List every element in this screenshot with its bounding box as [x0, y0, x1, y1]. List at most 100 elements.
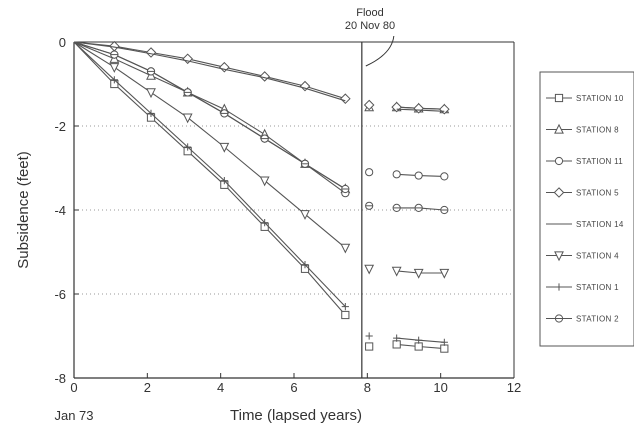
y-axis-title: Subsidence (feet): [15, 151, 32, 269]
data-point: [413, 268, 424, 279]
data-point: [146, 88, 156, 99]
legend-item: STATION 11: [546, 156, 623, 166]
data-point: [439, 268, 450, 279]
data-point: [555, 283, 563, 291]
y-tick-label: 0: [59, 35, 66, 50]
data-point: [300, 210, 310, 220]
series-line: [73, 41, 346, 102]
data-point: [109, 63, 120, 73]
legend-label: STATION 14: [576, 220, 624, 229]
series-station-1: [73, 41, 448, 346]
data-point: [391, 266, 402, 277]
data-point: [261, 219, 269, 227]
data-point: [440, 344, 449, 353]
data-point: [554, 93, 564, 103]
y-tick-label: -8: [54, 371, 66, 386]
data-point: [183, 88, 192, 97]
data-point: [365, 332, 373, 340]
data-point: [110, 50, 119, 59]
data-point: [393, 334, 401, 342]
data-point: [341, 303, 349, 311]
data-point: [184, 143, 192, 151]
data-point: [146, 67, 156, 76]
data-point: [182, 113, 193, 124]
axes-layer: 0 2 4 6 8 10 12 0 -2 -4 -6 -8: [54, 35, 521, 395]
legend-item: STATION 5: [546, 187, 619, 198]
data-point: [554, 251, 564, 262]
y-tick-label: -6: [54, 287, 66, 302]
x-tick-label: 10: [433, 380, 447, 395]
data-point: [219, 142, 230, 153]
series-line: [73, 41, 346, 190]
x-tick-label: 12: [507, 380, 521, 395]
data-point: [260, 134, 269, 143]
series-line: [73, 41, 346, 249]
data-point: [220, 109, 229, 118]
series-line: [73, 41, 346, 190]
legend-label: STATION 1: [576, 283, 619, 292]
data-point: [147, 109, 155, 117]
data-point: [554, 123, 564, 134]
x-tick-label: 2: [144, 380, 151, 395]
data-point: [414, 203, 423, 212]
data-point: [363, 99, 375, 111]
legend-box: [539, 71, 634, 347]
data-point: [392, 203, 401, 212]
data-point: [365, 201, 374, 210]
data-point: [340, 243, 351, 254]
data-point: [440, 172, 449, 181]
legend-item: STATION 1: [546, 283, 619, 292]
data-point: [414, 171, 423, 180]
data-point: [440, 338, 448, 346]
x-tick-label: 4: [217, 380, 224, 395]
flood-annotation-line2: 20 Nov 80: [345, 20, 395, 32]
legend-item: STATION 14: [546, 220, 624, 229]
legend-label: STATION 5: [576, 189, 619, 198]
data-point: [340, 93, 351, 105]
legend-label: STATION 10: [576, 94, 624, 103]
data-point: [392, 170, 401, 179]
grid-layer: [74, 125, 514, 295]
data-point: [300, 159, 310, 168]
legend-item: STATION 8: [546, 123, 619, 135]
data-point: [439, 103, 450, 115]
data-point: [391, 101, 402, 113]
series-station-10: [73, 41, 449, 353]
legend-item: STATION 10: [546, 93, 624, 103]
legend: STATION 10 STATION 8 STATION 11 STATION 5 ST…: [539, 71, 634, 347]
series-line: [73, 41, 346, 307]
series-post-flood-line: [396, 108, 445, 112]
series-line: [73, 41, 346, 100]
data-point: [554, 314, 564, 323]
data-point: [364, 264, 375, 275]
series-station-4: [73, 41, 450, 279]
x-tick-label: 6: [290, 380, 297, 395]
x-tick-label: 0: [70, 380, 77, 395]
flood-annotation-line1: Flood: [356, 7, 384, 19]
y-tick-label: -2: [54, 119, 66, 134]
legend-item: STATION 2: [546, 314, 619, 324]
data-point: [415, 336, 423, 344]
x-axis-title: Time (lapsed years): [230, 407, 362, 424]
data-point: [440, 205, 449, 215]
data-point: [554, 156, 564, 166]
data-point: [182, 53, 193, 65]
data-point: [145, 47, 157, 58]
series-station-11: [73, 41, 449, 198]
data-point: [365, 342, 374, 351]
data-point: [553, 187, 565, 198]
data-point: [341, 310, 350, 320]
data-point: [301, 261, 309, 269]
series-station-2: [73, 41, 449, 215]
data-point: [110, 76, 118, 84]
series-station-5: [73, 40, 450, 115]
legend-item: STATION 4: [546, 251, 619, 262]
data-point: [413, 103, 424, 114]
x-origin-label: Jan 73: [54, 408, 93, 423]
legend-label: STATION 2: [576, 315, 619, 324]
series-station-14: [73, 41, 445, 112]
x-tick-label: 8: [364, 380, 371, 395]
data-point: [392, 340, 401, 349]
